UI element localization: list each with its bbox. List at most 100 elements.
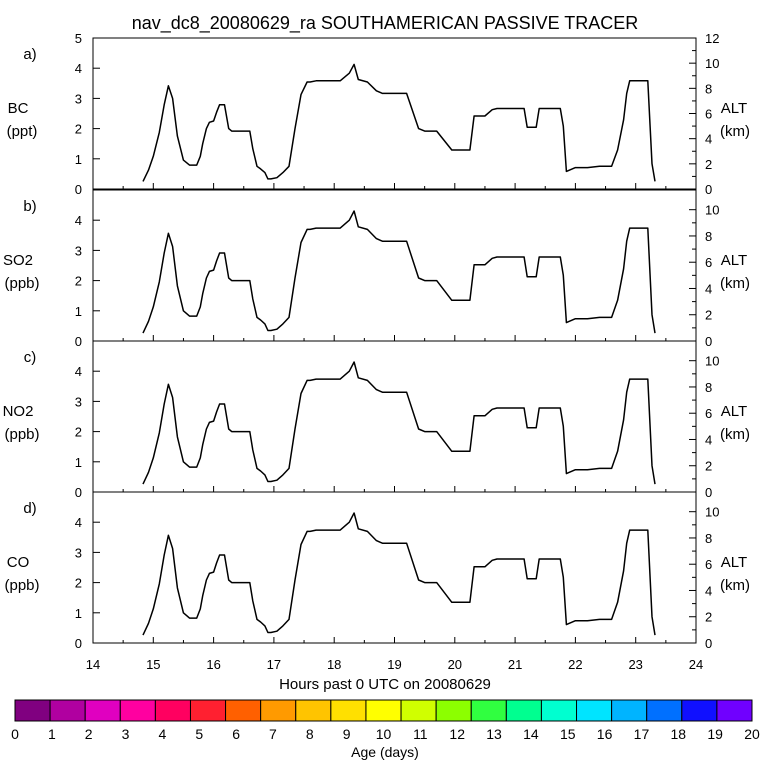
x-tick-label: 17 xyxy=(267,657,281,672)
left-tick-label: 3 xyxy=(75,545,82,560)
alt-units: (km) xyxy=(720,275,750,292)
left-tick-label: 4 xyxy=(75,213,82,228)
left-tick-label: 1 xyxy=(75,152,82,167)
left-tick-label: 1 xyxy=(75,304,82,319)
colorbar-swatch xyxy=(84,699,121,722)
left-tick-label: 4 xyxy=(75,61,82,76)
left-tick-label: 2 xyxy=(75,122,82,137)
panel-co: 0 1 2 3 4 0 2 4 6 8 10 d) CO (ppb) ALT (km) xyxy=(4,491,750,651)
right-tick-label: 2 xyxy=(705,308,712,323)
x-axis-label: Hours past 0 UTC on 20080629 xyxy=(279,676,491,693)
left-tick-label: 0 xyxy=(75,334,82,349)
colorbar-swatch xyxy=(154,699,191,722)
right-tick-label: 4 xyxy=(705,281,712,296)
colorbar-swatch xyxy=(260,699,297,722)
left-tick-label: 2 xyxy=(75,425,82,440)
alt-label: ALT xyxy=(721,554,747,571)
panel-no2: 0 1 2 3 4 0 2 4 6 8 10 c) NO2 (ppb) ALT (km) xyxy=(3,340,750,500)
panel-frame xyxy=(92,189,697,342)
left-tick-label: 5 xyxy=(75,31,82,46)
colorbar-tick-label: 10 xyxy=(376,726,392,742)
chart-title: nav_dc8_20080629_ra SOUTHAMERICAN PASSIV… xyxy=(132,13,639,34)
species-label: BC xyxy=(8,100,29,117)
right-tick-label: 0 xyxy=(705,636,712,651)
colorbar-tick-label: 18 xyxy=(671,726,687,742)
colorbar-tick-label: 16 xyxy=(597,726,613,742)
colorbar-tick-label: 9 xyxy=(343,726,351,742)
colorbar-swatch xyxy=(330,699,367,722)
colorbar-swatch xyxy=(225,699,262,722)
panel-letter: b) xyxy=(23,198,36,215)
colorbar-tick-label: 5 xyxy=(195,726,203,742)
x-tick-label: 14 xyxy=(86,657,100,672)
x-tick-label: 16 xyxy=(206,657,220,672)
left-tick-label: 0 xyxy=(75,636,82,651)
species-label: NO2 xyxy=(3,403,34,420)
colorbar-swatch xyxy=(540,699,578,722)
right-tick-label: 0 xyxy=(705,182,712,197)
colorbar-tick-label: 15 xyxy=(560,726,576,742)
panel-letter: d) xyxy=(23,500,36,517)
colorbar-swatch xyxy=(681,699,718,722)
panel-frame xyxy=(92,491,697,644)
colorbar-swatch xyxy=(189,699,227,722)
colorbar-tick-label: 11 xyxy=(413,726,428,742)
colorbar-tick-label: 3 xyxy=(122,726,130,742)
right-tick-label: 4 xyxy=(705,583,712,598)
left-tick-label: 2 xyxy=(75,576,82,591)
left-tick-label: 0 xyxy=(75,485,82,500)
left-tick-label: 4 xyxy=(75,515,82,530)
colorbar-tick-label: 17 xyxy=(634,726,650,742)
left-tick-label: 3 xyxy=(75,91,82,106)
species-units: (ppt) xyxy=(7,123,38,140)
colorbar-swatch xyxy=(49,699,86,722)
colorbar-tick-label: 1 xyxy=(48,726,56,742)
alt-units: (km) xyxy=(720,123,750,140)
x-tick-label: 22 xyxy=(568,657,582,672)
right-tick-label: 2 xyxy=(705,459,712,474)
colorbar-tick-label: 14 xyxy=(523,726,539,742)
alt-label: ALT xyxy=(721,252,747,269)
right-tick-label: 2 xyxy=(705,157,712,172)
colorbar-tick-label: 7 xyxy=(269,726,277,742)
species-units: (ppb) xyxy=(4,577,39,594)
panels: 012345024681012a)BC(ppt)ALT(km)012340246… xyxy=(3,31,750,651)
x-tick-label: 24 xyxy=(689,657,703,672)
colorbar-swatch xyxy=(119,699,156,722)
colorbar-swatch xyxy=(505,699,542,722)
alt-units: (km) xyxy=(720,577,750,594)
right-tick-label: 2 xyxy=(705,610,712,625)
right-tick-label: 12 xyxy=(705,31,719,46)
colorbar-swatch xyxy=(470,699,507,722)
colorbar-swatch xyxy=(295,699,332,722)
colorbar: 0 1 2 3 4 5 6 7 8 9 10 11 12 13 14 15 16 17 18 19 20 xyxy=(11,699,760,742)
colorbar-swatch xyxy=(716,699,753,722)
colorbar-swatch xyxy=(14,699,51,722)
x-tick-label: 23 xyxy=(628,657,642,672)
colorbar-label: Age (days) xyxy=(351,744,419,760)
right-tick-label: 6 xyxy=(705,255,712,270)
colorbar-swatch xyxy=(611,699,648,722)
x-tick-label: 20 xyxy=(448,657,462,672)
right-tick-label: 6 xyxy=(705,107,712,122)
altitude-line xyxy=(142,512,656,636)
colorbar-tick-label: 0 xyxy=(11,726,19,742)
x-tick-label: 18 xyxy=(327,657,341,672)
left-tick-label: 3 xyxy=(75,243,82,258)
colorbar-tick-label: 6 xyxy=(232,726,240,742)
right-tick-label: 4 xyxy=(705,432,712,447)
x-tick-label: 19 xyxy=(387,657,401,672)
left-tick-label: 3 xyxy=(75,394,82,409)
right-tick-label: 8 xyxy=(705,229,712,244)
altitude-line xyxy=(142,361,656,485)
altitude-line xyxy=(142,210,656,334)
colorbar-tick-label: 19 xyxy=(707,726,723,742)
right-tick-label: 0 xyxy=(705,334,712,349)
right-tick-label: 6 xyxy=(705,557,712,572)
right-tick-label: 8 xyxy=(705,81,712,96)
colorbar-tick-label: 8 xyxy=(306,726,314,742)
colorbar-tick-label: 20 xyxy=(744,726,760,742)
x-tick-label: 15 xyxy=(146,657,160,672)
x-tick-label: 21 xyxy=(508,657,522,672)
